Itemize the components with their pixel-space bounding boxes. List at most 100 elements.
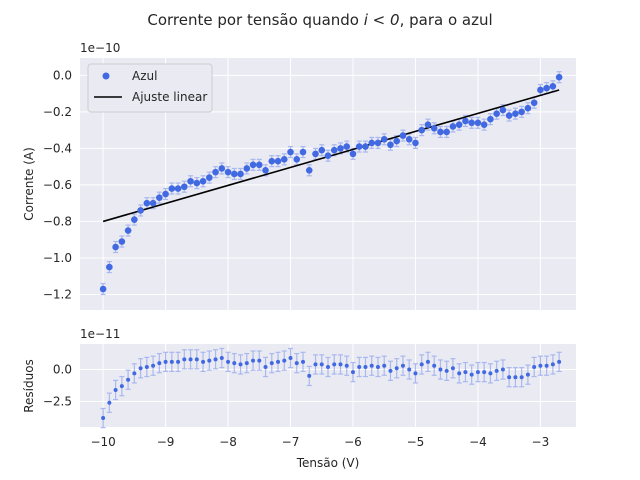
residuals-data-point <box>263 364 268 369</box>
residuals-data-point <box>132 371 137 376</box>
main-data-point <box>443 128 450 136</box>
main-data-point <box>293 156 301 163</box>
main-data-point <box>218 165 226 172</box>
x-tick-label: −4 <box>469 435 487 449</box>
main-data-point <box>380 135 388 143</box>
residuals-data-point <box>507 375 512 380</box>
residuals-data-point <box>294 361 299 366</box>
main-tick-labels: 0.0 −0.2 −0.4 −0.6 −0.8 −1.0 −1.2 <box>43 68 72 301</box>
main-data-point <box>312 150 319 158</box>
x-tick-label: −7 <box>282 435 300 449</box>
residuals-data-point <box>138 366 143 371</box>
main-data-point <box>387 141 394 149</box>
main-y-axis-label: Corrente (A) <box>22 147 36 221</box>
chart-title: Corrente por tensão quando i < 0, para o… <box>147 11 492 29</box>
main-data-point <box>324 152 332 159</box>
residuals-data-point <box>375 364 380 369</box>
residuals-data-point <box>382 363 387 368</box>
residuals-data-point <box>107 400 112 405</box>
residuals-data-point <box>388 368 393 373</box>
main-data-point <box>499 106 507 114</box>
main-data-point <box>243 165 251 172</box>
main-data-point <box>124 227 132 234</box>
main-data-point <box>549 83 557 90</box>
residuals-data-point <box>482 370 487 375</box>
residuals-data-point <box>357 364 362 369</box>
residuals-data-point <box>101 416 106 421</box>
residuals-data-point <box>463 370 468 375</box>
residuals-data-point <box>407 367 412 372</box>
x-tick-label: −5 <box>407 435 425 449</box>
residuals-data-point <box>513 375 518 380</box>
main-y-tick-label: −0.2 <box>43 105 72 119</box>
main-data-point <box>168 185 176 192</box>
residuals-data-point <box>544 363 549 368</box>
residuals-data-point <box>251 358 256 363</box>
residuals-data-point <box>438 367 443 372</box>
main-data-point <box>131 216 138 223</box>
main-data-point <box>318 146 326 154</box>
main-data-point <box>162 190 169 198</box>
residuals-points <box>101 356 562 421</box>
residuals-data-point <box>169 359 174 364</box>
main-data-point <box>199 177 207 185</box>
main-data-point <box>487 115 494 123</box>
residuals-data-point <box>219 356 224 361</box>
residuals-data-point <box>151 363 156 368</box>
main-panel: 0.0 −0.2 −0.4 −0.6 −0.8 −1.0 −1.2 1e−10 Corren… <box>22 41 576 310</box>
residuals-data-point <box>432 363 437 368</box>
main-data-point <box>181 183 188 191</box>
residuals-data-point <box>238 362 243 367</box>
main-data-point <box>174 185 182 192</box>
main-points <box>99 73 563 293</box>
residuals-data-point <box>400 363 405 368</box>
main-data-point <box>212 168 219 176</box>
residuals-data-point <box>313 362 318 367</box>
residuals-data-point <box>413 371 418 376</box>
residuals-data-point <box>538 363 543 368</box>
residuals-data-point <box>425 359 430 364</box>
main-data-point <box>287 148 294 156</box>
residuals-data-point <box>226 359 231 364</box>
residuals-data-point <box>494 368 499 373</box>
residuals-data-point <box>244 361 249 366</box>
residuals-data-point <box>394 366 399 371</box>
residuals-data-point <box>500 367 505 372</box>
residuals-data-point <box>307 373 312 378</box>
main-data-point <box>237 170 244 178</box>
main-data-point <box>299 148 307 156</box>
residuals-data-point <box>144 364 149 369</box>
x-tick-label: −8 <box>219 435 237 449</box>
residuals-data-point <box>525 372 530 377</box>
residuals-data-point <box>369 363 374 368</box>
residuals-data-point <box>557 359 562 364</box>
residuals-data-point <box>163 359 168 364</box>
residuals-offset-label: 1e−11 <box>80 327 120 341</box>
legend-box <box>87 63 213 113</box>
main-data-point <box>274 157 282 165</box>
residuals-data-point <box>444 368 449 373</box>
residuals-data-point <box>344 363 349 368</box>
residuals-data-point <box>269 361 274 366</box>
x-tick-label: −10 <box>90 435 115 449</box>
x-tick-label: −9 <box>157 435 175 449</box>
residuals-data-point <box>301 359 306 364</box>
main-data-point <box>355 143 363 150</box>
x-tick-labels: −10 −9 −8 −7 −6 −5 −4 −3 <box>90 435 549 449</box>
main-data-point <box>143 199 151 207</box>
residuals-data-point <box>257 358 262 363</box>
main-data-point <box>512 110 519 117</box>
legend-marker-azul <box>102 72 110 80</box>
main-data-point <box>543 84 550 92</box>
main-data-point <box>330 146 338 154</box>
residuals-data-point <box>213 357 218 362</box>
main-data-point <box>187 177 194 185</box>
x-tick-label: −3 <box>532 435 550 449</box>
residuals-data-point <box>201 359 206 364</box>
residuals-data-point <box>276 359 281 364</box>
main-data-point <box>455 121 463 128</box>
main-data-point <box>530 99 538 107</box>
residuals-data-point <box>450 366 455 371</box>
main-data-point <box>493 110 500 117</box>
main-data-point <box>399 132 407 139</box>
